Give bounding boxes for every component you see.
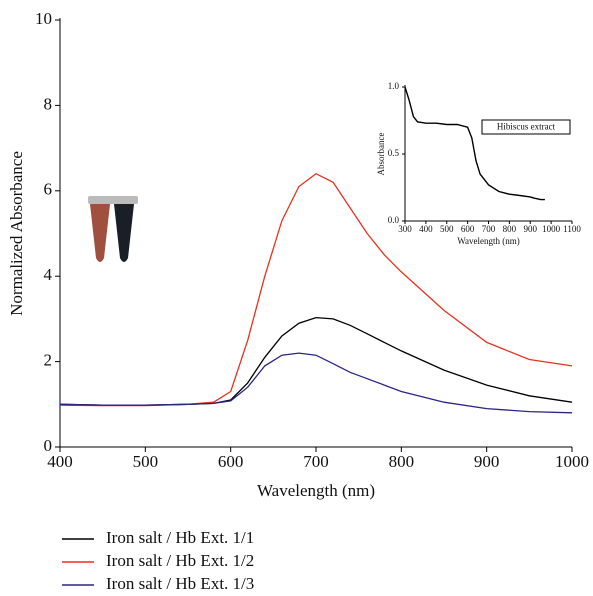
legend-label: Iron salt / Hb Ext. 1/2 (106, 551, 254, 570)
tube-red (90, 204, 110, 262)
legend-box (481, 119, 571, 135)
y-tick-label: 0 (44, 436, 53, 455)
series-line (404, 86, 545, 201)
y-tick-label: 1.0 (388, 81, 400, 91)
y-axis-label: Normalized Absorbance (7, 151, 26, 316)
x-tick-label: 1000 (542, 224, 561, 234)
x-tick-label: 800 (389, 452, 415, 471)
legend-label: Hibiscus extract (497, 122, 556, 132)
y-tick-label: 2 (44, 351, 53, 370)
legend-label: Iron salt / Hb Ext. 1/3 (106, 574, 254, 593)
y-axis-label: Absorbance (376, 133, 386, 176)
x-tick-label: 600 (218, 452, 244, 471)
y-tick-label: 8 (44, 94, 53, 113)
tubes-photo (88, 196, 138, 262)
y-tick-label: 0.5 (388, 148, 400, 158)
series-line (59, 172, 573, 407)
x-tick-label: 1000 (555, 452, 589, 471)
tube-dark (114, 204, 134, 262)
legend-label: Iron salt / Hb Ext. 1/1 (106, 528, 254, 547)
y-tick-label: 0.0 (388, 215, 400, 225)
x-tick-label: 900 (524, 224, 538, 234)
x-axis-label: Wavelength (nm) (257, 481, 375, 500)
y-tick-label: 10 (35, 9, 52, 28)
x-tick-label: 400 (47, 452, 73, 471)
x-tick-label: 600 (461, 224, 475, 234)
x-axis-label: Wavelength (nm) (457, 236, 520, 246)
series-line (59, 352, 573, 414)
x-tick-label: 500 (440, 224, 454, 234)
x-tick-label: 700 (303, 452, 329, 471)
y-tick-label: 6 (44, 180, 53, 199)
x-tick-label: 500 (133, 452, 159, 471)
x-tick-label: 700 (482, 224, 496, 234)
main-chart: 0 2 4 6 8 10 400 500 600 700 800 900 1000 Wavelength … (7, 9, 589, 593)
x-tick-label: 900 (474, 452, 500, 471)
series-line (59, 316, 573, 406)
y-tick-label: 4 (44, 265, 53, 284)
x-tick-label: 400 (419, 224, 433, 234)
x-tick-label: 800 (503, 224, 517, 234)
x-tick-label: 1100 (563, 224, 581, 234)
x-tick-label: 300 (398, 224, 412, 234)
inset-chart: 0.0 0.5 1.0 300 400 500 600 700 800 900 1000 1100 Wa… (376, 81, 581, 246)
tube-caps (88, 196, 138, 204)
